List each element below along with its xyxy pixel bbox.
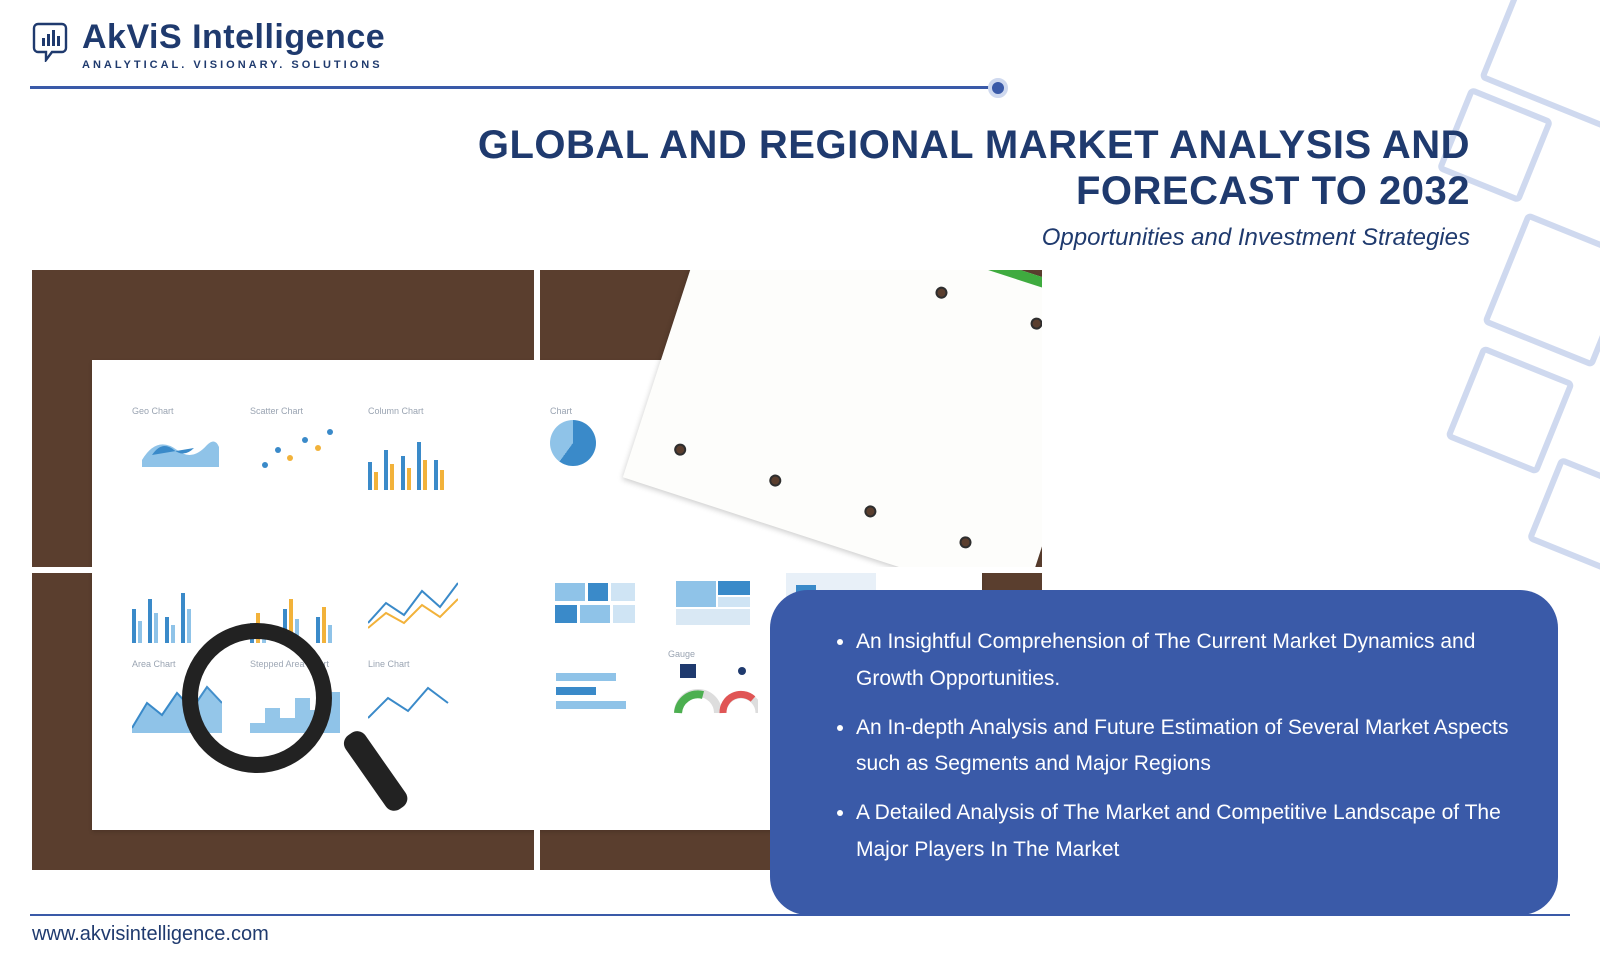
logo-mark-icon [32, 20, 74, 62]
key-points-callout: An Insightful Comprehension of The Curre… [770, 590, 1558, 915]
header-rule [30, 86, 1000, 89]
hero-cell-charts-1: Geo Chart Scatter Chart Column Chart [32, 270, 534, 567]
hero-cell-notebook: Chart Bubble Chart Donut Chart [540, 270, 1042, 567]
slide: AkViS Intelligence ANALYTICAL. VISIONARY… [0, 0, 1600, 960]
brand-tagline: ANALYTICAL. VISIONARY. SOLUTIONS [82, 59, 385, 71]
chart-label: Geo Chart [132, 406, 174, 416]
page-title: GLOBAL AND REGIONAL MARKET ANALYSIS AND … [470, 122, 1470, 214]
pointing-hand-icon [680, 656, 762, 686]
chart-label: Line Chart [368, 659, 410, 669]
brand-name: AkViS Intelligence [82, 18, 385, 57]
brand-logo: AkViS Intelligence ANALYTICAL. VISIONARY… [32, 18, 385, 71]
header-rule-dot-icon [988, 78, 1008, 98]
decor-polygon-icon [1526, 456, 1600, 573]
title-block: GLOBAL AND REGIONAL MARKET ANALYSIS AND … [470, 122, 1470, 252]
footer-rule [30, 914, 1570, 916]
page-subtitle: Opportunities and Investment Strategies [470, 224, 1470, 252]
footer-url: www.akvisintelligence.com [32, 923, 269, 946]
hero-cell-magnifier: Area Chart Stepped Area Chart Line Chart [32, 573, 534, 870]
decor-polygon-icon [1482, 212, 1600, 368]
chart-label: Chart [550, 406, 572, 416]
bullet-item: A Detailed Analysis of The Market and Co… [856, 795, 1518, 869]
logo-text: AkViS Intelligence ANALYTICAL. VISIONARY… [82, 18, 385, 71]
decor-polygon-icon [1445, 345, 1575, 475]
chart-label: Column Chart [368, 406, 424, 416]
bullet-list: An Insightful Comprehension of The Curre… [830, 624, 1518, 869]
bullet-item: An In-depth Analysis and Future Estimati… [856, 710, 1518, 784]
bullet-item: An Insightful Comprehension of The Curre… [856, 624, 1518, 698]
magnifier-icon [182, 623, 362, 803]
chart-label: Scatter Chart [250, 406, 303, 416]
chart-label: Area Chart [132, 659, 176, 669]
